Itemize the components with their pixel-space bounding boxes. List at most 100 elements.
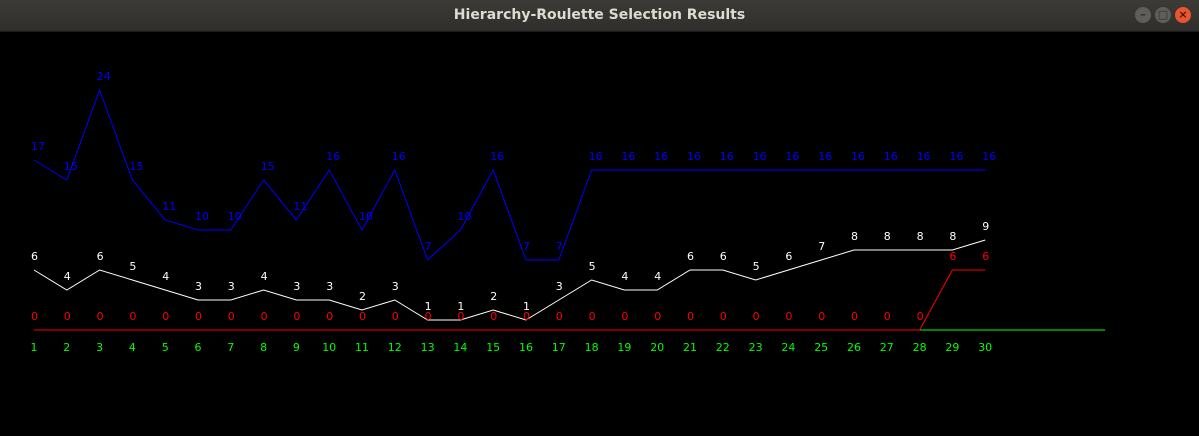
data-label: 0 <box>326 310 333 323</box>
x-tick-label: 28 <box>913 341 927 354</box>
data-label: 15 <box>129 160 143 173</box>
x-tick-label: 11 <box>355 341 369 354</box>
data-label: 7 <box>818 240 825 253</box>
data-label: 7 <box>523 240 530 253</box>
data-label: 0 <box>425 310 432 323</box>
x-tick-label: 12 <box>388 341 402 354</box>
data-label: 16 <box>392 150 406 163</box>
x-tick-label: 27 <box>880 341 894 354</box>
data-label: 10 <box>195 210 209 223</box>
x-tick-label: 30 <box>978 341 992 354</box>
x-tick-label: 3 <box>96 341 103 354</box>
window-title: Hierarchy-Roulette Selection Results <box>453 7 746 23</box>
series-line <box>33 88 986 261</box>
x-tick-label: 9 <box>293 341 300 354</box>
data-label: 4 <box>64 270 71 283</box>
data-label: 0 <box>195 310 202 323</box>
data-label: 0 <box>917 310 924 323</box>
data-label: 8 <box>949 230 956 243</box>
data-label: 9 <box>982 220 989 233</box>
data-label: 8 <box>884 230 891 243</box>
window-titlebar: Hierarchy-Roulette Selection Results – □… <box>0 0 1199 32</box>
data-label: 6 <box>31 250 38 263</box>
x-tick-label: 25 <box>814 341 828 354</box>
minimize-icon[interactable]: – <box>1135 7 1151 23</box>
close-icon[interactable]: × <box>1175 7 1191 23</box>
data-label: 0 <box>884 310 891 323</box>
x-tick-label: 17 <box>552 341 566 354</box>
x-tick-label: 19 <box>617 341 631 354</box>
x-tick-label: 8 <box>260 341 267 354</box>
x-tick-label: 16 <box>519 341 533 354</box>
data-label: 17 <box>31 140 45 153</box>
data-label: 1 <box>457 300 464 313</box>
data-label: 0 <box>97 310 104 323</box>
data-label: 8 <box>917 230 924 243</box>
data-label: 0 <box>720 310 727 323</box>
data-label: 6 <box>720 250 727 263</box>
data-label: 0 <box>490 310 497 323</box>
data-label: 16 <box>818 150 832 163</box>
data-label: 16 <box>687 150 701 163</box>
data-label: 3 <box>556 280 563 293</box>
data-label: 0 <box>621 310 628 323</box>
data-label: 3 <box>228 280 235 293</box>
data-label: 16 <box>917 150 931 163</box>
data-label: 8 <box>851 230 858 243</box>
data-label: 1 <box>425 300 432 313</box>
data-label: 16 <box>589 150 603 163</box>
data-label: 0 <box>851 310 858 323</box>
selection-results-chart: 1 2 3 4 5 6 7 8 9 10 11 12 13 14 15 16 17 18 19 20 21 22 23 24 2… <box>31 70 1106 354</box>
series-line <box>34 269 986 331</box>
data-label: 11 <box>293 200 307 213</box>
data-label: 0 <box>654 310 661 323</box>
x-tick-label: 1 <box>31 341 38 354</box>
x-tick-label: 2 <box>63 341 70 354</box>
data-label: 0 <box>162 310 169 323</box>
data-label: 16 <box>326 150 340 163</box>
data-label: 7 <box>425 240 432 253</box>
data-label: 0 <box>556 310 563 323</box>
x-tick-label: 7 <box>227 341 234 354</box>
data-label: 11 <box>162 200 176 213</box>
data-label: 7 <box>556 240 563 253</box>
data-label: 4 <box>261 270 268 283</box>
data-label: 16 <box>720 150 734 163</box>
x-tick-label: 14 <box>453 341 467 354</box>
data-label: 16 <box>884 150 898 163</box>
x-tick-label: 5 <box>162 341 169 354</box>
data-label: 0 <box>261 310 268 323</box>
data-label: 16 <box>654 150 668 163</box>
maximize-icon[interactable]: □ <box>1155 7 1171 23</box>
data-label: 0 <box>785 310 792 323</box>
data-label: 16 <box>753 150 767 163</box>
x-tick-label: 18 <box>585 341 599 354</box>
x-tick-label: 29 <box>945 341 959 354</box>
data-label: 0 <box>818 310 825 323</box>
data-label: 10 <box>228 210 242 223</box>
data-label: 16 <box>785 150 799 163</box>
data-label: 15 <box>64 160 78 173</box>
data-label: 0 <box>589 310 596 323</box>
x-tick-label: 4 <box>129 341 136 354</box>
x-tick-label: 6 <box>195 341 202 354</box>
data-label: 2 <box>359 290 366 303</box>
data-label: 0 <box>687 310 694 323</box>
data-label: 6 <box>949 250 956 263</box>
data-label: 10 <box>359 210 373 223</box>
data-label: 5 <box>129 260 136 273</box>
data-label: 16 <box>851 150 865 163</box>
data-label: 2 <box>490 290 497 303</box>
data-label: 0 <box>228 310 235 323</box>
chart-canvas: 1 2 3 4 5 6 7 8 9 10 11 12 13 14 15 16 17 18 19 20 21 22 23 24 2… <box>0 32 1199 432</box>
data-label: 16 <box>982 150 996 163</box>
x-tick-label: 26 <box>847 341 861 354</box>
data-label: 6 <box>687 250 694 263</box>
data-label: 0 <box>457 310 464 323</box>
data-label: 1 <box>523 300 530 313</box>
data-label: 6 <box>97 250 104 263</box>
x-tick-label: 10 <box>322 341 336 354</box>
data-label: 16 <box>949 150 963 163</box>
x-tick-label: 20 <box>650 341 664 354</box>
data-label: 5 <box>589 260 596 273</box>
